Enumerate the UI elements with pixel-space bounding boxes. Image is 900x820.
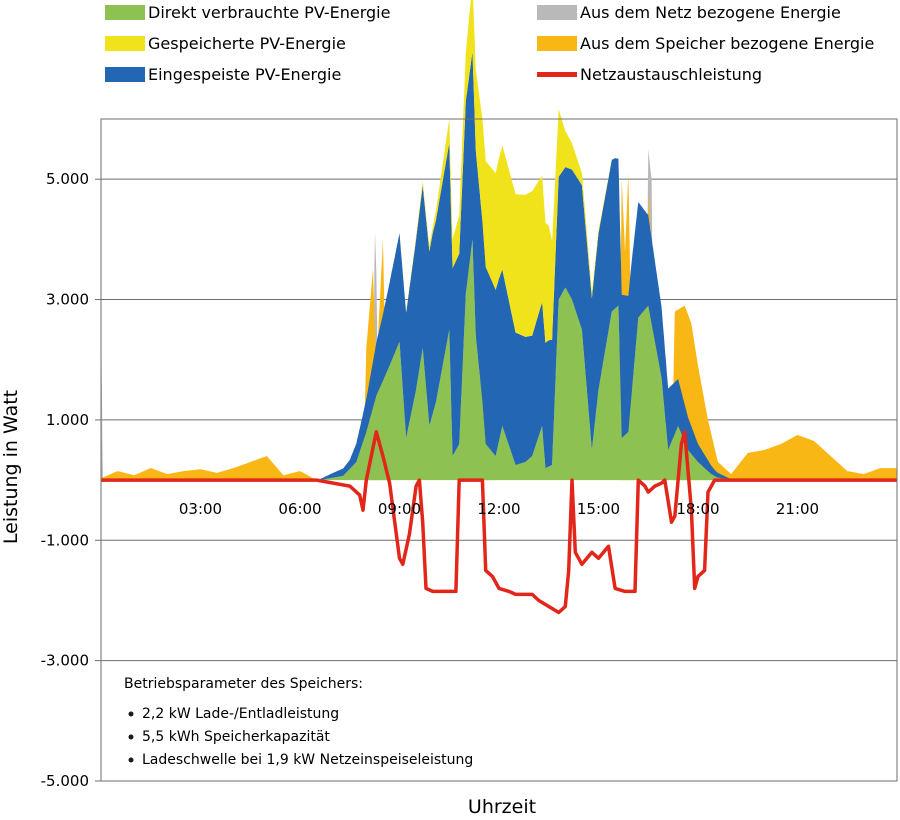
- tick-labels: 5.000 3.000 1.000 -1.000 -3.000 -5.000 03:00 06…: [41, 170, 819, 790]
- y-tick-label: -1.000: [41, 531, 89, 549]
- info-item: Ladeschwelle bei 1,9 kW Netzeinspeiselei…: [142, 752, 473, 768]
- info-item: 5,5 kWh Speicherkapazität: [142, 729, 330, 745]
- y-tick-label: 3.000: [46, 291, 89, 309]
- info-item: 2,2 kW Lade-/Entladleistung: [142, 706, 339, 722]
- legend-label: Aus dem Netz bezogene Energie: [580, 3, 841, 22]
- info-bullet: [128, 711, 134, 717]
- y-tick-label: -3.000: [41, 652, 89, 670]
- legend-label: Direkt verbrauchte PV-Energie: [148, 3, 390, 22]
- info-box: Betriebsparameter des Speichers: 2,2 kW …: [124, 676, 473, 768]
- y-tick-label: 1.000: [46, 411, 89, 429]
- area-eingespeiste-pv-energie: [101, 51, 897, 481]
- x-axis-title: Uhrzeit: [468, 796, 536, 818]
- x-tick-label: 21:00: [776, 500, 819, 518]
- x-tick-label: 18:00: [676, 500, 719, 518]
- plot-frame: [100, 118, 898, 782]
- x-tick-label: 15:00: [577, 500, 620, 518]
- legend-swatch: [105, 67, 145, 82]
- data-areas: [101, 0, 897, 481]
- data-lines: [101, 430, 897, 615]
- legend-swatch: [105, 36, 145, 51]
- y-axis-title: Leistung in Watt: [0, 390, 22, 544]
- area-gespeicherte-pv-energie: [101, 0, 897, 481]
- legend: Direkt verbrauchte PV-Energie Gespeichert…: [105, 3, 874, 84]
- legend-label: Netzaustauschleistung: [580, 65, 762, 84]
- x-tick-label: 09:00: [378, 500, 421, 518]
- legend-swatch: [105, 5, 145, 20]
- info-heading: Betriebsparameter des Speichers:: [124, 676, 363, 692]
- line-netzaustauschleistung: [101, 430, 897, 615]
- x-tick-label: 12:00: [477, 500, 520, 518]
- legend-label: Aus dem Speicher bezogene Energie: [580, 34, 874, 53]
- legend-label: Eingespeiste PV-Energie: [148, 65, 341, 84]
- legend-swatch: [537, 72, 577, 77]
- plot-border: [100, 118, 898, 782]
- legend-label: Gespeicherte PV-Energie: [148, 34, 346, 53]
- y-tick-label: -5.000: [41, 772, 89, 790]
- legend-swatch: [537, 36, 577, 51]
- y-tick-label: 5.000: [46, 170, 89, 188]
- area-aus-dem-speicher-bezogene-energie: [101, 173, 897, 481]
- legend-swatch: [537, 5, 577, 20]
- info-bullet: [128, 734, 134, 740]
- info-bullet: [128, 757, 134, 763]
- x-tick-label: 06:00: [278, 500, 321, 518]
- x-tick-label: 03:00: [179, 500, 222, 518]
